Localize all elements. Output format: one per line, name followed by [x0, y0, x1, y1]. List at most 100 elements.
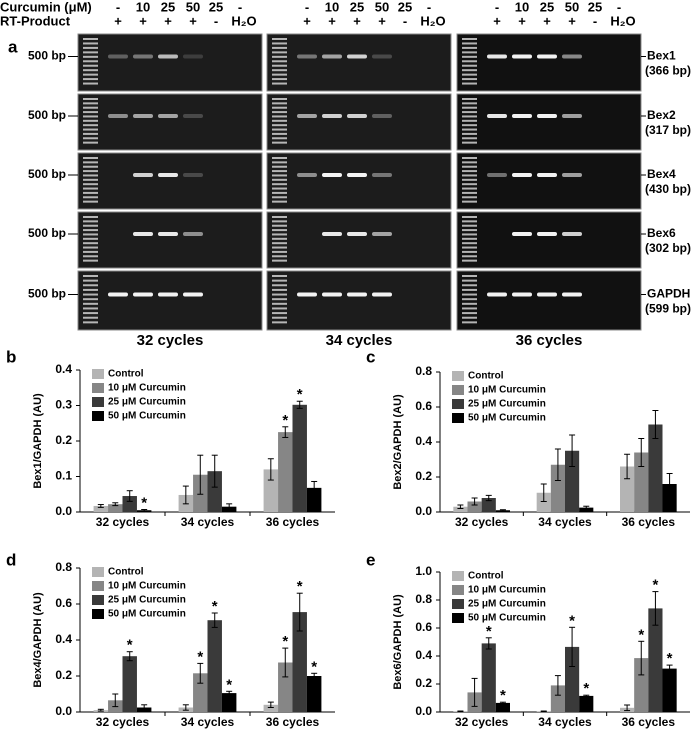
- error-bar: [540, 710, 547, 713]
- rt-status: -: [214, 13, 218, 28]
- ladder-band: [272, 237, 287, 240]
- rt-status: +: [568, 13, 576, 28]
- gel-band: [108, 292, 128, 297]
- ladder-band: [462, 302, 477, 305]
- rt-status: H₂O: [610, 13, 635, 28]
- ladder-band: [272, 141, 287, 144]
- ladder-band: [272, 259, 287, 262]
- ladder-band: [83, 259, 98, 262]
- error-bar: [485, 637, 492, 650]
- x-tick-label: 36 cycles: [622, 515, 676, 529]
- significance-mark: *: [197, 648, 203, 665]
- bar: [550, 464, 565, 512]
- ladder-band: [272, 82, 287, 85]
- panel-letter: e: [366, 550, 375, 569]
- y-axis-label: Bex2/GAPDH (AU): [392, 394, 404, 490]
- bar: [122, 656, 137, 712]
- curcumin-dose: 50: [375, 0, 389, 14]
- ladder-band: [272, 246, 287, 249]
- gel-band: [133, 232, 153, 236]
- ladder-band: [462, 191, 477, 194]
- gene-name: Bex1: [647, 49, 676, 63]
- ladder-band: [462, 183, 477, 186]
- error-bar: [652, 410, 659, 439]
- ladder-band: [462, 82, 477, 85]
- ladder-band: [462, 259, 477, 262]
- ladder-band: [462, 242, 477, 245]
- curcumin-dose: -: [116, 0, 120, 14]
- y-tick-label: 0.0: [415, 704, 432, 718]
- legend-label: Control: [468, 371, 504, 382]
- legend-swatch: [452, 385, 464, 395]
- ladder-band: [462, 64, 477, 67]
- ladder-band: [272, 51, 287, 54]
- error-bar: [624, 453, 631, 480]
- bar: [108, 504, 123, 512]
- gel: [266, 33, 452, 92]
- ladder-band: [462, 220, 477, 223]
- rt-status: +: [328, 13, 336, 28]
- error-bar: [226, 503, 233, 511]
- rt-status: +: [543, 13, 551, 28]
- error-bar: [211, 454, 218, 488]
- ladder-band: [83, 111, 98, 114]
- error-bar: [112, 502, 119, 507]
- gel-band: [183, 292, 203, 297]
- ladder-band: [83, 170, 98, 173]
- gel-band: [372, 173, 392, 177]
- ladder-band: [272, 233, 287, 236]
- ladder-band: [462, 288, 477, 291]
- significance-mark: *: [297, 578, 303, 595]
- ladder-band: [462, 55, 477, 58]
- bar: [263, 704, 279, 712]
- ladder-band: [83, 60, 98, 63]
- error-bar: [296, 400, 303, 409]
- legend-swatch: [452, 599, 464, 609]
- curcumin-dose: -: [427, 0, 431, 14]
- gel-band: [297, 173, 317, 177]
- ladder-band: [83, 64, 98, 67]
- significance-mark: *: [652, 577, 658, 594]
- error-bar: [182, 704, 189, 711]
- ladder-band: [83, 141, 98, 144]
- gel-band: [537, 54, 557, 59]
- rt-status: +: [303, 13, 311, 28]
- legend-label: 10 μM Curcumin: [468, 385, 546, 396]
- y-tick-label: 0.2: [415, 469, 432, 483]
- ladder-band: [272, 242, 287, 245]
- ladder-band: [272, 183, 287, 186]
- ladder-band: [83, 233, 98, 236]
- ladder-band: [462, 200, 477, 203]
- ladder-band: [462, 42, 477, 45]
- bar: [662, 484, 677, 512]
- gel-band: [322, 292, 342, 297]
- legend-label: 50 μM Curcumin: [468, 413, 546, 424]
- gel: [456, 93, 642, 151]
- gel-band: [487, 54, 507, 59]
- gel-band: [372, 54, 392, 59]
- ladder-band: [83, 216, 98, 218]
- significance-mark: *: [500, 687, 506, 704]
- panel-letter: a: [8, 37, 18, 56]
- gel-band: [322, 173, 342, 177]
- ladder-band: [462, 229, 477, 232]
- ladder-band: [272, 174, 287, 177]
- error-bar: [197, 662, 204, 684]
- error-bar: [182, 485, 189, 505]
- gel-band: [512, 54, 532, 59]
- ladder-band: [462, 216, 477, 218]
- ladder-band: [83, 224, 98, 227]
- ladder-band: [462, 98, 477, 100]
- bar: [278, 432, 293, 512]
- ladder-band: [462, 284, 477, 287]
- ladder-band: [462, 161, 477, 164]
- error-bar: [126, 651, 133, 662]
- gel-band: [537, 232, 557, 236]
- gel-band: [322, 54, 342, 59]
- curcumin-dose: 50: [565, 0, 579, 14]
- ladder-band: [462, 111, 477, 114]
- gel-band: [372, 232, 392, 236]
- bar: [467, 501, 482, 512]
- rt-status: H₂O: [231, 13, 256, 28]
